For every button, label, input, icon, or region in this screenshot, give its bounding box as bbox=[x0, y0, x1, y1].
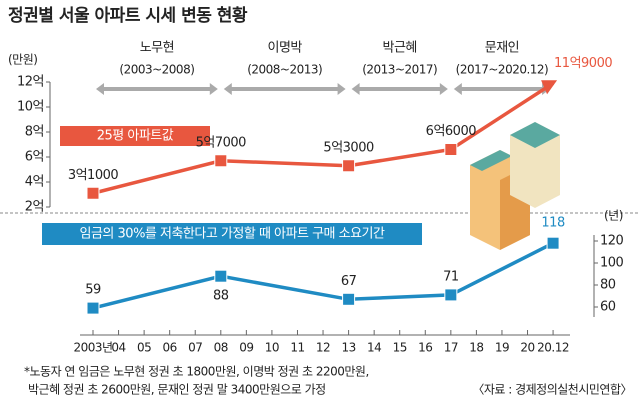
x-tick-label: 07 bbox=[188, 341, 202, 355]
y-tick-label: 100 bbox=[600, 256, 624, 271]
value-label: 6억6000 bbox=[426, 124, 477, 139]
x-tick-label: 05 bbox=[137, 341, 151, 355]
legend-box bbox=[60, 126, 210, 146]
value-label: 3억1000 bbox=[68, 168, 119, 183]
marker bbox=[214, 154, 228, 168]
title: 정권별 서울 아파트 시세 변동 현황 bbox=[8, 6, 248, 26]
marker bbox=[444, 143, 458, 156]
y-tick-label: 2억 bbox=[25, 200, 44, 215]
x-tick-label: 19 bbox=[495, 341, 509, 355]
period-arrow bbox=[223, 83, 346, 95]
x-tick-label: 2003년 bbox=[73, 341, 112, 355]
period-name: 노무현 bbox=[140, 41, 174, 56]
y-tick-label: 4억 bbox=[25, 175, 44, 190]
x-tick-label: 04 bbox=[111, 341, 125, 355]
marker bbox=[546, 236, 560, 250]
period-range: (2013~2017) bbox=[362, 63, 437, 77]
value-label: 88 bbox=[213, 289, 229, 304]
x-tick-label: 14 bbox=[367, 341, 381, 355]
marker bbox=[86, 186, 100, 200]
x-tick-label: 06 bbox=[163, 341, 177, 355]
x-tick-label: 15 bbox=[393, 341, 407, 355]
arrow-head bbox=[541, 80, 558, 95]
x-tick-label: 09 bbox=[239, 341, 253, 355]
y-tick-label: 80 bbox=[600, 278, 616, 293]
series-label: 임금의 30%를 저축한다고 가정할 때 아파트 구매 소요기간 bbox=[80, 227, 385, 242]
x-tick-label: 08 bbox=[214, 341, 228, 355]
x-tick-label: 18 bbox=[469, 341, 483, 355]
period-name: 문재인 bbox=[485, 41, 519, 56]
x-tick-label: 16 bbox=[418, 341, 432, 355]
period-range: (2008~2013) bbox=[247, 63, 322, 77]
source: 〈자료 : 경제정의실천시민연합〉 bbox=[472, 382, 632, 397]
value-label: 11억9000 bbox=[554, 56, 612, 71]
y-unit: (만원) bbox=[8, 53, 37, 67]
period-arrow bbox=[351, 83, 448, 95]
period-arrow bbox=[96, 83, 218, 95]
x-tick-label: 17 bbox=[444, 341, 458, 355]
series-label: 25평 아파트값 bbox=[97, 129, 174, 144]
y-tick-label: 6억 bbox=[25, 150, 44, 165]
value-label: 5억7000 bbox=[196, 135, 247, 150]
y-tick-label: 12억 bbox=[17, 75, 44, 90]
x-tick-label: 12 bbox=[316, 341, 330, 355]
x-tick-label: 20 bbox=[520, 341, 534, 355]
buildings bbox=[470, 122, 560, 250]
value-label: 118 bbox=[541, 216, 565, 231]
note: 박근혜 정권 초 2600만원, 문재인 정권 말 3400만원으로 가정 bbox=[28, 383, 326, 397]
period-name: 이명박 bbox=[268, 41, 303, 56]
legend-box bbox=[42, 223, 422, 245]
period-name: 박근혜 bbox=[383, 41, 417, 56]
y-tick-label: 8억 bbox=[25, 125, 44, 140]
marker bbox=[86, 301, 100, 315]
value-label: 71 bbox=[443, 269, 459, 284]
marker bbox=[342, 292, 356, 306]
line bbox=[92, 241, 554, 310]
x-tick-label: 20.12 bbox=[537, 341, 569, 355]
marker bbox=[444, 288, 458, 302]
x-tick-label: 11 bbox=[290, 341, 304, 355]
note: *노동자 연 임금은 노무현 정권 초 1800만원, 이명박 정권 초 220… bbox=[24, 365, 369, 379]
period-range: (2017~2020.12) bbox=[456, 63, 549, 77]
y-tick-label: 10억 bbox=[17, 100, 44, 115]
period-arrow bbox=[453, 83, 551, 95]
x-tick-label: 10 bbox=[265, 341, 279, 355]
marker bbox=[214, 269, 228, 283]
period-range: (2003~2008) bbox=[119, 63, 194, 77]
value-label: 59 bbox=[85, 283, 101, 298]
y-tick-label: 60 bbox=[600, 300, 616, 315]
y-tick-label: 120 bbox=[600, 234, 624, 249]
value-label: 5억3000 bbox=[323, 140, 374, 155]
value-label: 67 bbox=[341, 274, 357, 289]
x-tick-label: 13 bbox=[341, 341, 355, 355]
marker bbox=[342, 159, 356, 173]
y2-unit: (년) bbox=[604, 209, 623, 223]
